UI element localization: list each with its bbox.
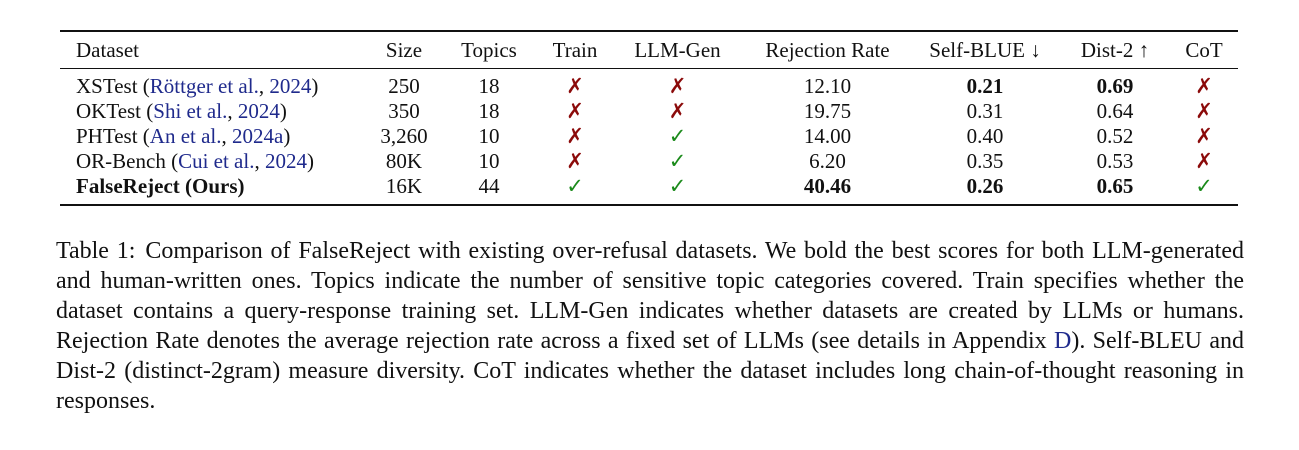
- text-segment: D: [1053, 328, 1072, 354]
- table-cell: 0.35: [966, 149, 1004, 173]
- table-row: OR-Bench (Cui et al., 2024) 80K 10 ✗ ✓ 6.20 0.…: [60, 149, 1238, 174]
- table-cell: ✗: [566, 124, 584, 148]
- text-segment: XSTest (: [76, 74, 150, 98]
- text-segment: ): [306, 149, 314, 173]
- table-cell: 0.53: [1096, 149, 1134, 173]
- table-cell: 44: [478, 174, 500, 198]
- text-segment: FalseReject (Ours): [76, 174, 245, 198]
- table-cell: ✗: [566, 74, 584, 98]
- table-cell: 14.00: [803, 124, 852, 148]
- caption: Table 1: Comparison of FalseReject with e…: [56, 236, 1244, 416]
- table-cell: 6.20: [809, 149, 846, 173]
- table-row: PHTest (An et al., 2024a) 3,260 10 ✗ ✓ 14.00 0…: [60, 124, 1238, 149]
- column-header: Topics: [438, 31, 540, 69]
- table-cell: OR-Bench (Cui et al., 2024): [60, 149, 370, 174]
- text-segment: ): [279, 99, 287, 123]
- text-segment: OR-Bench (: [76, 149, 179, 173]
- table-cell: 0.52: [1096, 124, 1134, 148]
- table-cell: 12.10: [803, 74, 852, 98]
- column-header: Train: [540, 31, 610, 69]
- column-header: Rejection Rate: [745, 31, 910, 69]
- table-cell: 16K: [385, 174, 423, 198]
- caption-label: Table 1:: [56, 238, 136, 264]
- table-cell: XSTest (Röttger et al., 2024): [60, 69, 370, 100]
- header-row: Dataset Size Topics Train LLM-Gen Rejection R…: [60, 31, 1238, 69]
- table-cell: 0.40: [966, 124, 1004, 148]
- text-segment: ). Self-BLEU and Dist-2 (distinct-2gram)…: [56, 328, 1244, 414]
- table-cell: 0.65: [1096, 174, 1134, 198]
- table-cell: ✓: [1195, 174, 1213, 198]
- table-cell: 19.75: [803, 99, 852, 123]
- table-cell: ✗: [566, 149, 584, 173]
- table-cell: ✗: [1195, 99, 1213, 123]
- table-cell: ✗: [1195, 149, 1213, 173]
- table-cell: 250: [388, 74, 420, 98]
- table-cell: ✗: [668, 74, 687, 98]
- table-cell: 10: [478, 124, 500, 148]
- text-segment: OKTest (: [76, 99, 154, 123]
- table-body: XSTest (Röttger et al., 2024) 250 18 ✗ ✗ 12.1…: [60, 69, 1238, 206]
- text-segment: 2024a: [232, 124, 284, 148]
- text-segment: Cui et al.: [178, 149, 255, 173]
- text-segment: ): [311, 74, 319, 98]
- text-segment: PHTest (: [76, 124, 150, 148]
- table-cell: 40.46: [803, 174, 852, 198]
- text-segment: 2024: [269, 74, 312, 98]
- table-cell: 0.31: [966, 99, 1004, 123]
- text-segment: ,: [258, 74, 270, 98]
- table-row: OKTest (Shi et al., 2024) 350 18 ✗ ✗ 19.75 0.3…: [60, 99, 1238, 124]
- table-cell: ✗: [668, 99, 687, 123]
- column-header: CoT: [1170, 31, 1238, 69]
- table-cell: ✓: [566, 174, 584, 198]
- table-cell: ✓: [668, 174, 687, 198]
- caption-text: Comparison of FalseReject with existing …: [56, 238, 1244, 414]
- table-cell: 0.21: [966, 74, 1004, 98]
- column-header: Size: [370, 31, 438, 69]
- table-cell: FalseReject (Ours): [60, 174, 370, 205]
- text-segment: Shi et al.: [153, 99, 228, 123]
- table-cell: ✓: [668, 149, 687, 173]
- column-header: Dist-2 ↑: [1060, 31, 1170, 69]
- text-segment: Röttger et al.: [149, 74, 259, 98]
- table-cell: ✗: [566, 99, 584, 123]
- table-cell: ✓: [668, 124, 687, 148]
- table-cell: ✗: [1195, 74, 1213, 98]
- column-header: Self-BLUE ↓: [910, 31, 1060, 69]
- column-header: LLM-Gen: [610, 31, 745, 69]
- table-header: Dataset Size Topics Train LLM-Gen Rejection R…: [60, 31, 1238, 69]
- table-row: XSTest (Röttger et al., 2024) 250 18 ✗ ✗ 12.1…: [60, 69, 1238, 100]
- text-segment: ,: [221, 124, 233, 148]
- table-cell: 10: [478, 149, 500, 173]
- table-cell: ✗: [1195, 124, 1213, 148]
- text-segment: 2024: [237, 99, 280, 123]
- text-segment: An et al.: [149, 124, 222, 148]
- table-cell: 0.26: [966, 174, 1004, 198]
- table-cell: 0.64: [1096, 99, 1134, 123]
- table-row: FalseReject (Ours) 16K 44 ✓ ✓ 40.46 0.26 0.65 ✓: [60, 174, 1238, 205]
- table-cell: 18: [478, 99, 500, 123]
- table-cell: 18: [478, 74, 500, 98]
- text-segment: 2024: [264, 149, 307, 173]
- table-cell: 80K: [385, 149, 423, 173]
- text-segment: ,: [254, 149, 265, 173]
- column-header: Dataset: [60, 31, 370, 69]
- table-cell: 350: [388, 99, 420, 123]
- table-cell: 3,260: [380, 124, 428, 148]
- comparison-table: Dataset Size Topics Train LLM-Gen Rejection R…: [60, 30, 1238, 206]
- table-cell: OKTest (Shi et al., 2024): [60, 99, 370, 124]
- table-cell: 0.69: [1096, 74, 1134, 98]
- text-segment: ,: [227, 99, 238, 123]
- text-segment: ): [283, 124, 291, 148]
- table-cell: PHTest (An et al., 2024a): [60, 124, 370, 149]
- text-segment: Comparison of FalseReject with existing …: [56, 238, 1244, 354]
